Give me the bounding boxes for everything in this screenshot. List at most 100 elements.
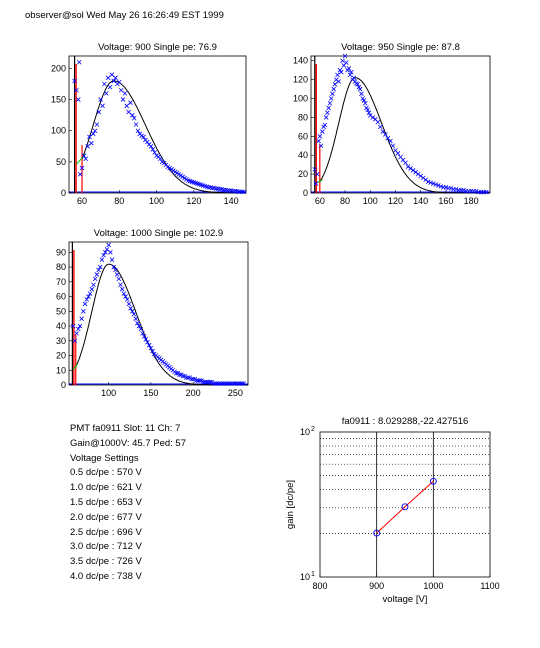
- data-point-marker: [226, 381, 231, 386]
- x-tick-label: 80: [340, 196, 350, 206]
- data-point-marker: [453, 186, 459, 192]
- plot-frame: [68, 241, 249, 386]
- x-tick-label: 100: [101, 388, 116, 398]
- data-point-marker: [173, 370, 179, 376]
- y-tick-label: 60: [56, 292, 66, 302]
- data-point-marker: [100, 103, 105, 109]
- histogram-chart-2: Voltage: 950 Single pe: 87.8 60 80 100 120 14…: [293, 42, 491, 206]
- data-point-marker: [96, 109, 102, 115]
- data-point-marker: [333, 77, 339, 82]
- data-point-marker: [212, 381, 218, 386]
- data-point-marker: [148, 144, 154, 149]
- data-point-marker: [461, 187, 466, 193]
- data-point-marker: [200, 379, 206, 385]
- voltage-setting: 1.0 dc/pe : 621 V: [70, 482, 142, 494]
- data-point-marker: [124, 297, 130, 302]
- data-point-marker: [120, 97, 126, 102]
- y-tick-label: 100: [293, 94, 308, 104]
- data-point-marker: [158, 156, 163, 162]
- y-tick-label: 20: [56, 351, 66, 361]
- chart-title: fa0911 : 8.029288,-22.427516: [342, 416, 469, 427]
- gain-data-point: [429, 477, 437, 485]
- data-point-marker: [138, 326, 144, 332]
- data-point-marker: [103, 91, 109, 96]
- data-point-marker: [197, 378, 203, 383]
- data-point-marker: [101, 252, 106, 258]
- data-point-marker: [438, 184, 444, 189]
- voltage-setting: 0.5 dc/pe : 570 V: [70, 467, 142, 479]
- data-point-marker: [150, 348, 155, 354]
- data-point-marker: [315, 171, 320, 177]
- data-point-marker: [405, 164, 411, 169]
- y-tick-label: 80: [298, 112, 308, 122]
- data-point-marker: [408, 166, 413, 171]
- data-point-marker: [415, 171, 421, 177]
- data-point-marker: [177, 372, 182, 377]
- data-point-marker: [87, 134, 92, 140]
- data-point-marker: [342, 53, 348, 59]
- chart-title: Voltage: 1000 Single pe: 102.9: [94, 228, 223, 239]
- data-point-marker: [103, 250, 108, 255]
- data-point-marker: [347, 72, 353, 78]
- x-tick-label: 60: [315, 196, 325, 206]
- data-point-marker: [238, 189, 243, 195]
- data-point-marker: [238, 381, 243, 386]
- data-point-marker: [325, 110, 330, 115]
- voltage-setting: 4.0 dc/pe : 738 V: [70, 570, 142, 582]
- data-point-marker: [195, 378, 201, 383]
- data-point-marker: [86, 294, 91, 299]
- data-point-marker: [82, 301, 88, 307]
- data-point-marker: [89, 286, 95, 292]
- data-point-marker: [135, 128, 141, 134]
- data-point-marker: [194, 378, 199, 383]
- data-point-marker: [136, 323, 142, 329]
- data-point-marker: [328, 96, 334, 101]
- gain-fit-line: [376, 480, 434, 534]
- data-point-marker: [180, 373, 186, 379]
- data-point-marker: [217, 186, 223, 192]
- x-tick-label: 140: [224, 196, 239, 206]
- fit-curve: [75, 263, 248, 386]
- y-tick-label: 50: [56, 306, 66, 316]
- data-point-marker: [141, 334, 147, 339]
- data-point-marker: [229, 381, 235, 386]
- data-point-marker: [90, 131, 96, 137]
- data-point-marker: [185, 375, 191, 380]
- data-point-marker: [107, 84, 113, 90]
- data-point-marker: [111, 78, 116, 84]
- y-tick-label: 70: [56, 277, 66, 287]
- data-point-marker: [361, 98, 367, 103]
- data-point-marker: [226, 188, 232, 193]
- x-tick-label: 120: [388, 196, 403, 206]
- data-point-marker: [94, 272, 100, 277]
- data-point-marker: [395, 151, 401, 156]
- x-tick-label: 80: [114, 196, 124, 206]
- data-point-marker: [383, 132, 388, 137]
- data-point-marker: [320, 129, 325, 134]
- data-point-marker: [323, 115, 329, 120]
- data-point-marker: [135, 320, 140, 326]
- data-point-marker: [413, 169, 418, 175]
- data-point-marker: [349, 69, 354, 75]
- data-point-marker: [190, 376, 196, 382]
- data-point-marker: [362, 100, 368, 106]
- data-point-marker: [202, 379, 208, 385]
- y-tick-label: 10: [56, 365, 66, 375]
- data-point-marker: [331, 86, 336, 92]
- data-point-marker: [206, 185, 212, 190]
- x-tick-label: 1000: [423, 581, 443, 591]
- data-point-marker: [98, 97, 103, 102]
- y-axis-label: gain [dc/pe]: [285, 480, 296, 529]
- data-point-marker: [76, 59, 82, 65]
- fit-curve: [81, 80, 246, 194]
- x-tick-label: 160: [438, 196, 453, 206]
- data-point-marker: [326, 105, 331, 111]
- data-point-marker: [332, 82, 338, 87]
- gain-data-point: [373, 529, 381, 537]
- data-point-marker: [330, 91, 335, 97]
- x-tick-label: 200: [186, 388, 201, 398]
- data-point-marker: [114, 272, 120, 277]
- data-point-marker: [128, 100, 133, 105]
